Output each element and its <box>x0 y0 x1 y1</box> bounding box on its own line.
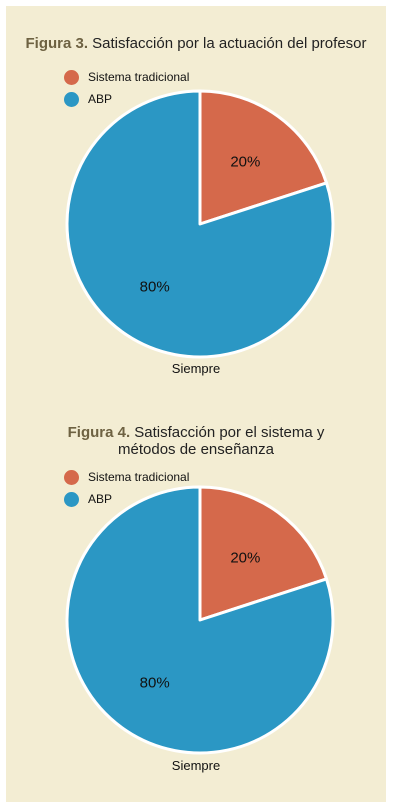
legend-swatch <box>64 491 79 507</box>
figure-3-title-text: Satisfacción por la actuación del profes… <box>92 35 367 52</box>
legend-label: ABP <box>88 492 113 506</box>
figure-4-xlabel: Siempre <box>171 758 221 773</box>
pie-slice-sistema-tradicional <box>198 89 328 226</box>
pie-slice-abp <box>65 485 335 755</box>
legend-item-abp: ABP <box>64 488 189 510</box>
pie-data-label: 20% <box>230 154 260 171</box>
legend-swatch <box>64 469 79 485</box>
figure-4-title-label: Figura 4. <box>67 424 131 441</box>
pie-data-label: 80% <box>140 278 170 295</box>
figure-4-title-line2: métodos de enseñanza <box>118 441 274 458</box>
figure-4-title: Figura 4. Satisfacción por el sistema y <box>6 423 386 442</box>
figure-4-legend: Sistema tradicional ABP <box>64 466 189 510</box>
pie-data-label: 80% <box>140 674 170 691</box>
legend-swatch <box>64 91 79 107</box>
pie-slice-sistema-tradicional <box>198 485 328 622</box>
figure-3-xlabel: Siempre <box>171 361 221 376</box>
legend-label: Sistema tradicional <box>88 470 190 484</box>
legend-label: Sistema tradicional <box>88 70 190 84</box>
legend-item-sistema-tradicional: Sistema tradicional <box>64 466 189 488</box>
figure-3-legend: Sistema tradicional ABP <box>64 66 189 110</box>
legend-swatch <box>64 69 79 85</box>
legend-item-sistema-tradicional: Sistema tradicional <box>64 66 189 88</box>
figure-3: Figura 3. Satisfacción por la actuación … <box>6 6 386 396</box>
figure-3-title-label: Figura 3. <box>25 35 88 52</box>
figure-4-pie: 20% 80% <box>65 485 335 755</box>
figure-4: Figura 4. Satisfacción por el sistema y … <box>6 406 386 802</box>
figure-3-pie: 20% 80% <box>65 89 335 359</box>
legend-label: ABP <box>88 92 113 106</box>
legend-item-abp: ABP <box>64 88 189 110</box>
pie-slice-abp <box>65 89 335 359</box>
figures-panel: Figura 3. Satisfacción por la actuación … <box>6 6 386 802</box>
pie-data-label: 20% <box>230 550 260 567</box>
figure-4-title-text: Satisfacción por el sistema y <box>134 424 325 441</box>
figure-3-title: Figura 3. Satisfacción por la actuación … <box>6 34 386 53</box>
